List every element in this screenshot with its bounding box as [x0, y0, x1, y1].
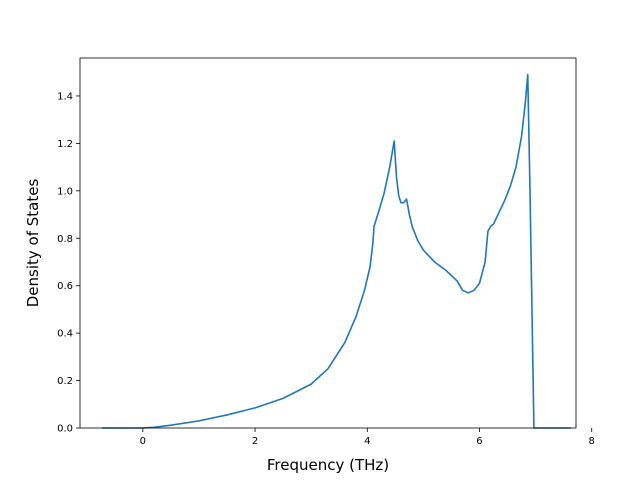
- x-tick-label: 4: [364, 436, 370, 447]
- series-line-0: [101, 73, 572, 429]
- y-tick-label: 0.0: [57, 424, 73, 435]
- y-tick-label: 0.6: [57, 281, 73, 292]
- y-tick-label: 0.8: [57, 234, 73, 245]
- plot-area: [80, 58, 576, 428]
- y-tick-label: 1.4: [57, 91, 73, 102]
- x-tick-label: 8: [589, 436, 595, 447]
- y-tick-label: 0.2: [57, 376, 73, 387]
- series-layer: [101, 73, 572, 429]
- plot-frame: [79, 57, 577, 429]
- x-tick-label: 0: [140, 436, 146, 447]
- y-tick-label: 1.2: [57, 139, 73, 150]
- y-tick-label: 1.0: [57, 186, 73, 197]
- x-axis-title: Frequency (THz): [267, 456, 389, 474]
- x-tick-label: 2: [252, 436, 258, 447]
- x-tick-label: 6: [476, 436, 482, 447]
- y-axis-title: Density of States: [24, 179, 42, 308]
- tick-layer: 0 2 4 6 8 0.0 0.2 0.4 0.6 0.8 1.0 1.2 1.4: [57, 91, 595, 447]
- y-tick-label: 0.4: [57, 329, 73, 340]
